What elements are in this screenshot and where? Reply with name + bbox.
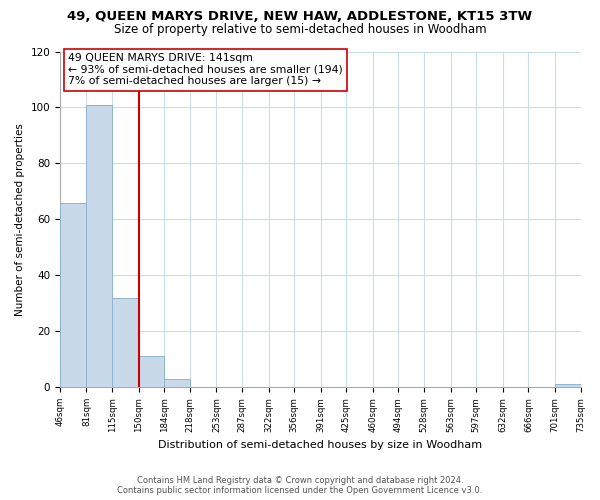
Y-axis label: Number of semi-detached properties: Number of semi-detached properties (15, 123, 25, 316)
Bar (555, 384, 581, 387)
Text: Contains HM Land Registry data © Crown copyright and database right 2024.
Contai: Contains HM Land Registry data © Crown c… (118, 476, 482, 495)
Text: Size of property relative to semi-detached houses in Woodham: Size of property relative to semi-detach… (113, 22, 487, 36)
Bar (60, 202, 86, 387)
Text: 49, QUEEN MARYS DRIVE, NEW HAW, ADDLESTONE, KT15 3TW: 49, QUEEN MARYS DRIVE, NEW HAW, ADDLESTO… (67, 10, 533, 23)
Bar (164, 378, 190, 387)
X-axis label: Distribution of semi-detached houses by size in Woodham: Distribution of semi-detached houses by … (158, 440, 482, 450)
Bar (139, 356, 164, 387)
Bar (112, 298, 139, 387)
Text: 49 QUEEN MARYS DRIVE: 141sqm
← 93% of semi-detached houses are smaller (194)
7% : 49 QUEEN MARYS DRIVE: 141sqm ← 93% of se… (68, 53, 343, 86)
Bar (86, 104, 112, 387)
